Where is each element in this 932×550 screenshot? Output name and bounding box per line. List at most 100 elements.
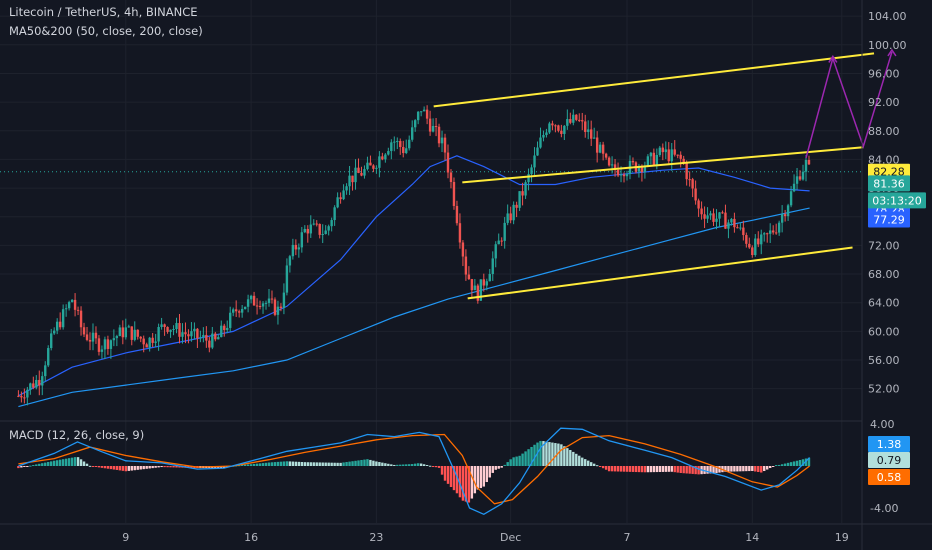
histogram-bar xyxy=(786,462,790,466)
histogram-bar xyxy=(282,461,286,466)
candle-body xyxy=(85,334,89,340)
candle-body xyxy=(646,156,650,166)
macd-indicator-legend[interactable]: MACD (12, 26, close, 9) xyxy=(9,428,145,442)
time-tick-label: 19 xyxy=(835,531,849,544)
candle-body xyxy=(688,179,691,181)
ma-indicator-legend[interactable]: MA50&200 (50, close, 200, close) xyxy=(9,24,203,38)
candle-body xyxy=(792,183,796,192)
candle-body xyxy=(509,213,512,221)
candle-body xyxy=(64,308,68,310)
histogram-bar xyxy=(118,466,122,471)
candle-body xyxy=(291,244,295,257)
price-pane[interactable] xyxy=(17,48,897,408)
histogram-bar xyxy=(780,464,784,466)
candle-body xyxy=(545,132,548,135)
histogram-bar xyxy=(67,458,71,466)
candle-body xyxy=(232,309,235,313)
candle-body xyxy=(339,197,342,200)
candle-body xyxy=(294,244,298,250)
candle-body xyxy=(661,147,664,153)
macd-histogram xyxy=(17,440,811,503)
histogram-bar xyxy=(133,466,136,471)
histogram-bar xyxy=(774,465,778,467)
candle-body xyxy=(607,157,611,166)
histogram-bar xyxy=(258,463,262,466)
histogram-bar xyxy=(766,466,769,470)
candle-body xyxy=(130,326,133,340)
histogram-bar xyxy=(488,466,491,478)
drawings[interactable] xyxy=(433,48,897,300)
histogram-bar xyxy=(112,466,116,470)
candle-body xyxy=(709,213,712,216)
time-axis[interactable]: 9 16 23 Dec 7 14 19 xyxy=(122,531,849,544)
ma200-path xyxy=(18,207,810,408)
histogram-bar xyxy=(342,462,345,466)
price-tick-label: 96.00 xyxy=(868,67,900,80)
candle-body xyxy=(739,227,742,229)
macd-pane[interactable] xyxy=(17,427,811,516)
candle-body xyxy=(428,118,432,132)
candle-body xyxy=(757,238,760,245)
candle-body xyxy=(769,230,772,234)
candle-body xyxy=(47,348,50,366)
candle-body xyxy=(106,339,110,349)
candle-body xyxy=(100,349,104,352)
histogram-bar xyxy=(175,466,178,468)
time-tick-label: Dec xyxy=(500,531,521,544)
candle-body xyxy=(470,279,474,291)
candle-body xyxy=(199,337,202,339)
histogram-bar xyxy=(145,466,148,469)
candle-body xyxy=(706,215,709,219)
histogram-bar xyxy=(578,455,581,466)
histogram-bar xyxy=(157,466,160,468)
candle-body xyxy=(246,299,250,307)
histogram-bar xyxy=(97,466,101,468)
candle-body xyxy=(721,212,724,214)
candle-body xyxy=(637,166,641,172)
candle-body xyxy=(566,119,569,126)
histogram-bar xyxy=(333,462,336,466)
candle-body xyxy=(264,302,268,304)
candle-body xyxy=(187,334,190,337)
histogram-bar xyxy=(709,466,712,474)
histogram-bar xyxy=(730,466,733,472)
candle-body xyxy=(363,169,366,176)
candle-body xyxy=(464,256,468,275)
candle-body xyxy=(703,214,706,219)
symbol-legend[interactable]: Litecoin / TetherUS, 4h, BINANCE xyxy=(9,5,198,19)
histogram-bar xyxy=(408,464,411,466)
histogram-bar xyxy=(685,466,688,474)
price-axis[interactable]: 52.0056.0060.0064.0068.0072.0076.0080.00… xyxy=(868,0,907,515)
candle-body xyxy=(378,156,381,168)
histogram-bar xyxy=(53,460,56,466)
candle-body xyxy=(300,232,304,248)
histogram-bar xyxy=(330,462,333,466)
histogram-bar xyxy=(35,464,38,466)
candle-body xyxy=(425,109,429,119)
histogram-bar xyxy=(548,442,551,466)
histogram-bar xyxy=(425,464,429,466)
candle-body xyxy=(402,147,405,154)
candle-body xyxy=(258,305,262,307)
candle-body xyxy=(458,223,462,243)
candle-body xyxy=(61,309,65,328)
candle-body xyxy=(801,171,805,180)
candle-body xyxy=(20,395,23,398)
histogram-bar xyxy=(139,466,142,470)
histogram-bar xyxy=(479,466,483,489)
histogram-bar xyxy=(569,450,572,466)
candle-body xyxy=(557,125,560,131)
candle-body xyxy=(578,119,581,121)
candle-body xyxy=(55,321,59,331)
histogram-bar xyxy=(294,461,298,466)
candle-body xyxy=(342,190,345,200)
signal-label-bg xyxy=(868,469,910,485)
candle-body xyxy=(190,331,193,337)
candle-body xyxy=(288,256,292,266)
ma-label-3: 77.29 xyxy=(873,213,905,226)
histogram-bar xyxy=(61,459,65,466)
histogram-bar xyxy=(703,466,706,474)
histogram-bar xyxy=(616,466,620,472)
candle-body xyxy=(652,152,656,166)
